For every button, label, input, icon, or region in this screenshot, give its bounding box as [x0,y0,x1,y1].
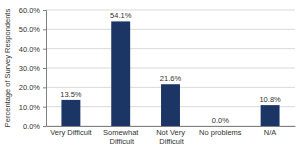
y-tick: 0.0% [23,122,46,131]
y-tick-label: 40.0% [19,45,41,54]
y-tick-mark [43,49,46,50]
y-tick: 50.0% [19,25,46,34]
bar [61,100,80,126]
data-label: 10.8% [259,95,281,104]
x-tick: N/A [264,128,277,137]
x-tick-label: N/A [264,128,277,137]
y-axis-title: Percentage of Survey Respondents [3,9,12,128]
x-tick-label: Very Difficult [50,128,92,137]
bar [261,105,280,126]
y-tick: 30.0% [19,64,46,73]
y-tick-mark [43,107,46,108]
grid-line [46,48,295,49]
y-tick: 20.0% [19,83,46,92]
x-tick-label: No problems [199,128,242,137]
data-label: 13.5% [60,90,82,99]
y-tick-label: 10.0% [19,103,41,112]
y-tick: 40.0% [19,45,46,54]
x-tick: No problems [199,128,242,137]
bar [111,21,130,126]
y-tick: 60.0% [19,6,46,15]
y-axis: 0.0% 10.0% 20.0% 30.0% 40.0% 50.0% 60.0% [19,6,47,131]
x-tick-label: Not Very Difficult [156,128,185,145]
data-label: 21.6% [160,74,182,83]
data-labels: 13.5% 54.1% 21.6% 0.0% 10.8% [60,11,281,125]
y-tick-mark [43,126,46,127]
x-tick-label: Somewhat Difficult [103,128,139,145]
y-tick: 10.0% [19,103,46,112]
y-tick-label: 30.0% [19,64,41,73]
data-label: 54.1% [110,11,132,20]
chart: 0.0% 10.0% 20.0% 30.0% 40.0% 50.0% 60.0% Very D… [0,0,300,156]
y-tick-mark [43,68,46,69]
x-axis: Very Difficult Somewhat Difficult Not Very… [47,127,296,146]
y-tick-label: 60.0% [19,6,41,15]
bar [211,126,230,127]
x-tick: Not Very Difficult [156,128,185,145]
y-tick-label: 20.0% [19,83,41,92]
x-tick: Very Difficult [50,128,92,137]
bars [61,21,279,126]
y-tick-mark [43,10,46,11]
data-label: 0.0% [212,116,229,125]
x-tick: Somewhat Difficult [103,128,139,145]
y-tick-mark [43,29,46,30]
bar [161,84,180,126]
grid-line [46,68,295,69]
x-axis-line [47,126,296,127]
y-axis-line [43,11,47,127]
y-tick-mark [43,87,46,88]
grid [46,10,295,126]
y-tick-label: 0.0% [23,122,40,131]
y-tick-label: 50.0% [19,25,41,34]
grid-line [46,29,295,30]
grid-line [46,10,295,11]
